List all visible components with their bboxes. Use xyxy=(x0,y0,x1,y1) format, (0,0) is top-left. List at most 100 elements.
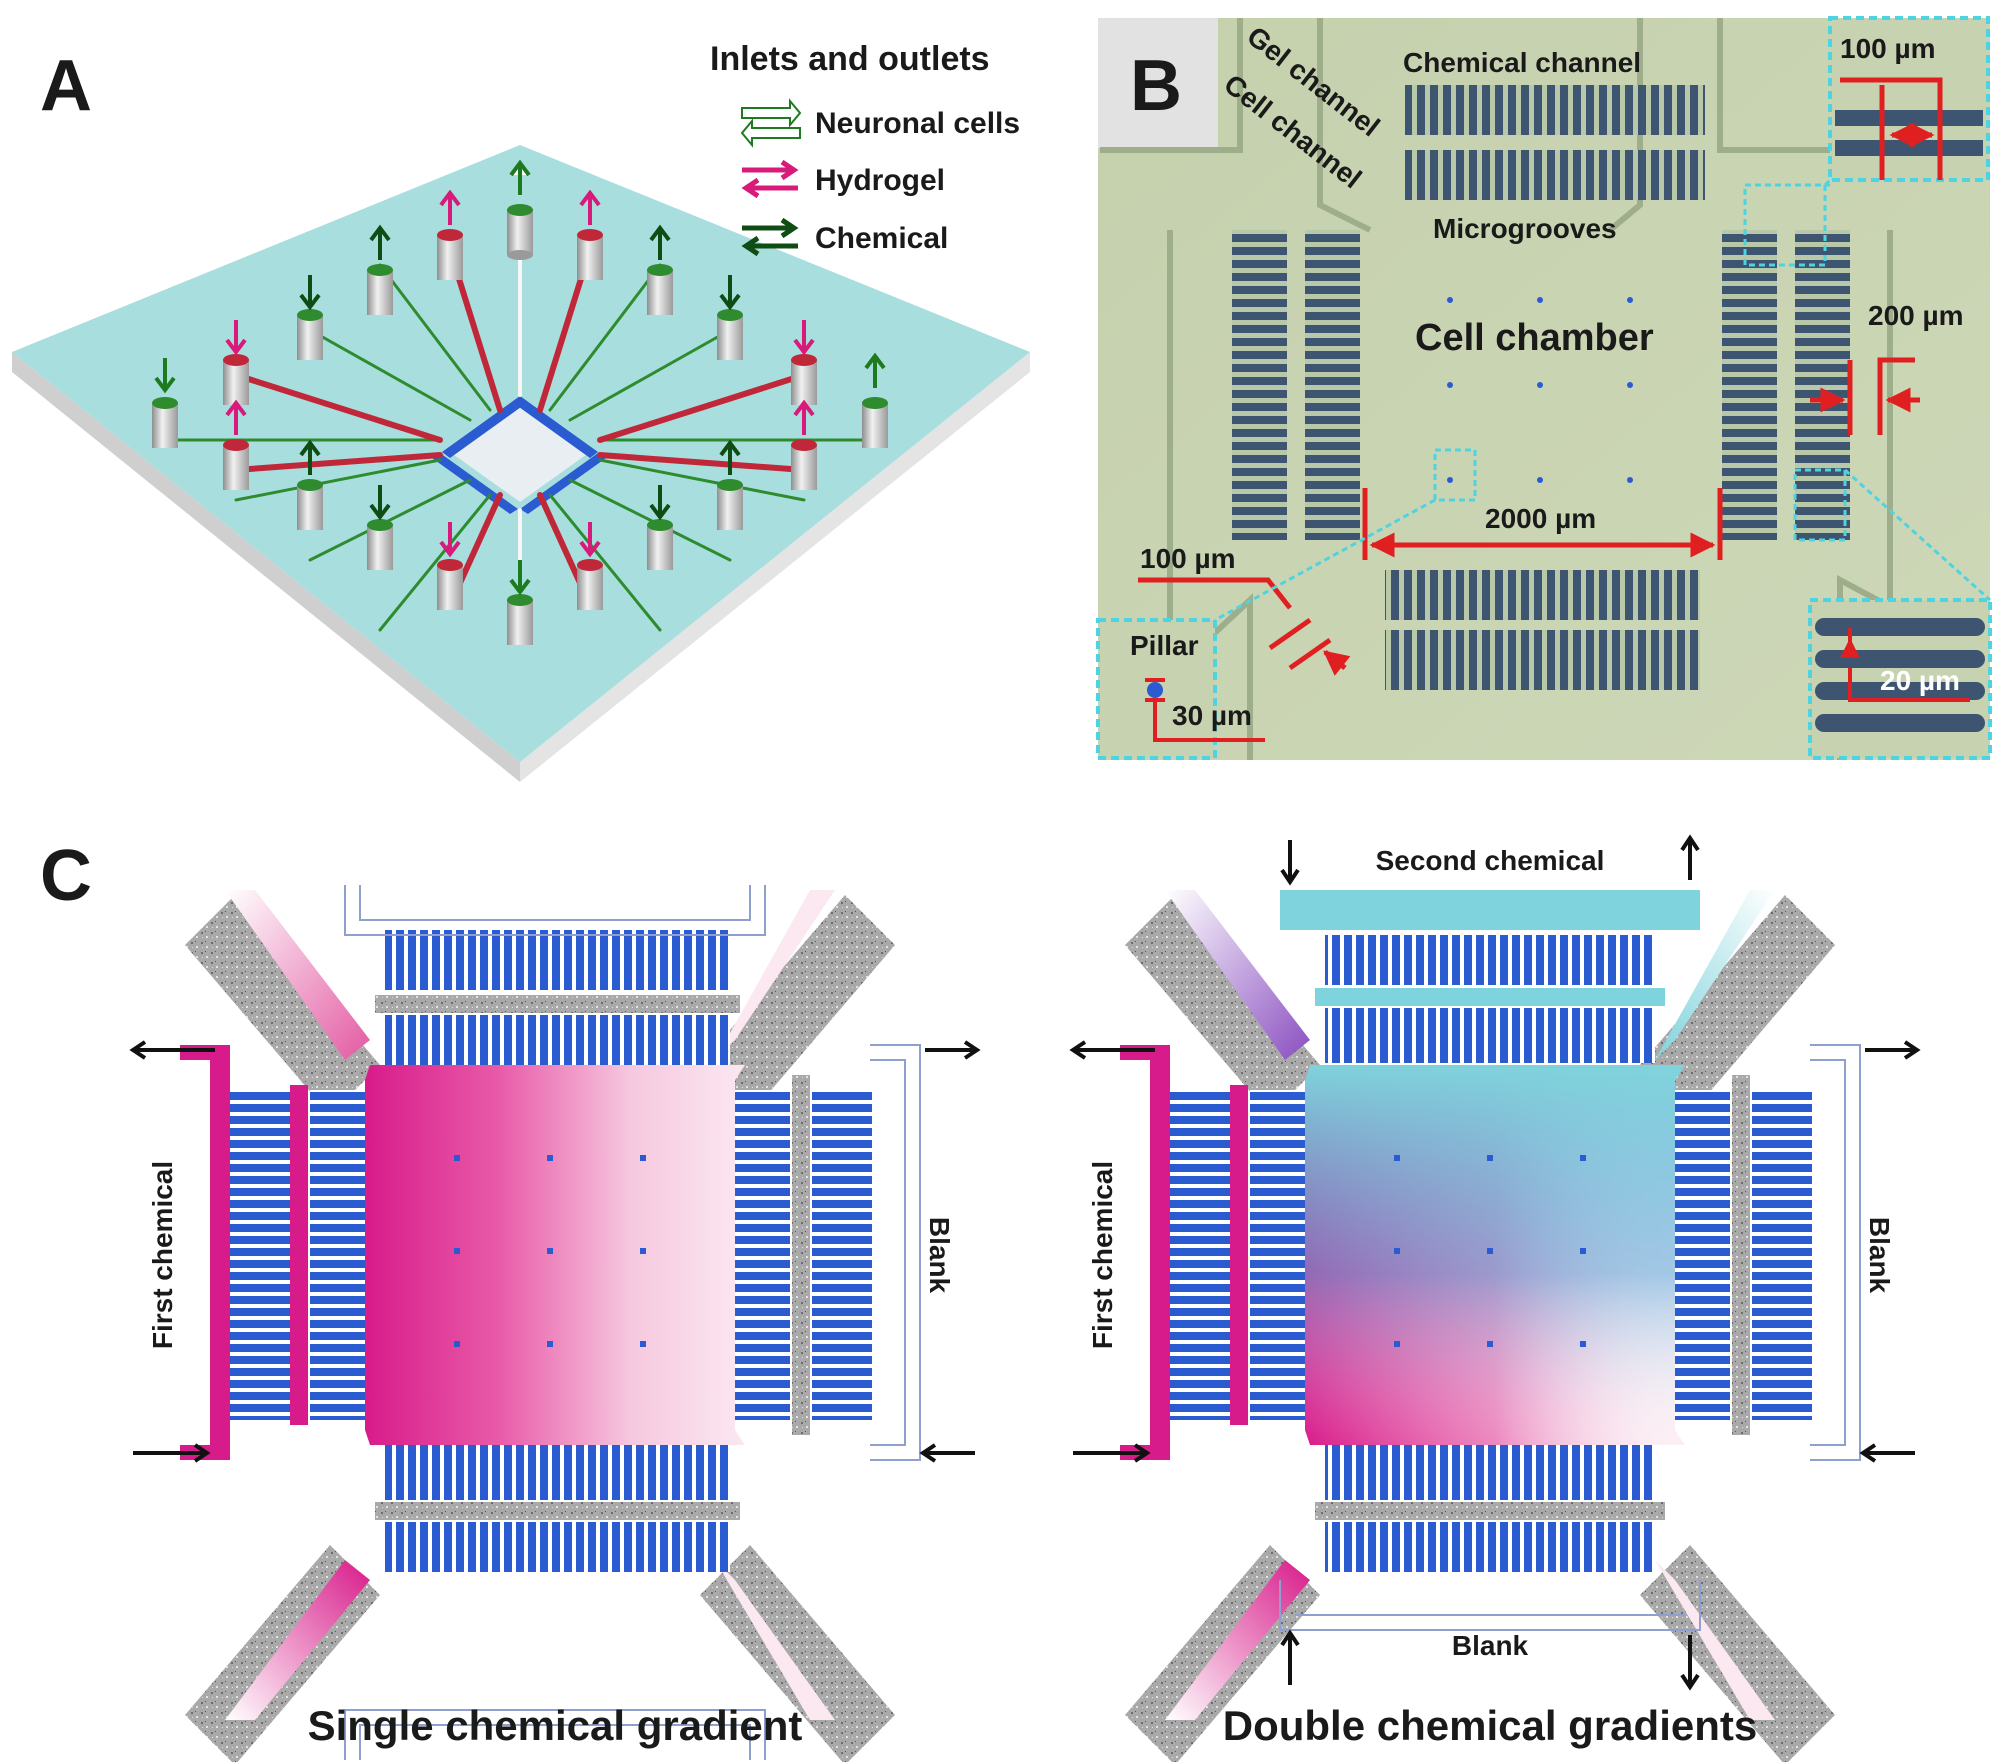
double-gradient-caption: Double chemical gradients xyxy=(1223,1702,1757,1749)
arrow-left-icon xyxy=(129,1040,215,1060)
double-blank-bottom-label: Blank xyxy=(1452,1630,1529,1661)
speckle-band-bottom-double xyxy=(1315,1502,1665,1520)
grooves-top-2 xyxy=(385,1015,730,1065)
arrow-left-icon xyxy=(1859,1443,1915,1463)
cell-chamber-label: Cell chamber xyxy=(1415,317,1654,359)
grooves-bottom-1 xyxy=(385,1440,730,1500)
panel-b: B Gel channel Cell channel xyxy=(1096,16,1992,760)
diagonal-channels-right xyxy=(1125,890,1835,1762)
gradient-chamber xyxy=(365,1065,745,1445)
arrow-down-icon xyxy=(649,485,671,521)
speckle-band-bottom xyxy=(375,1502,740,1520)
grooves-bottom-1-double xyxy=(1325,1440,1655,1500)
arrow-up-icon xyxy=(1280,1629,1300,1685)
reservoir-hydrogel-3 xyxy=(223,354,249,405)
legend-title: Inlets and outlets xyxy=(710,40,990,78)
microgrooves-bottom-2 xyxy=(1385,630,1700,690)
panel-b-letter-box xyxy=(1098,18,1218,148)
single-gradient-caption: Single chemical gradient xyxy=(308,1702,803,1749)
double-first-chemical-label: First chemical xyxy=(1087,1161,1118,1349)
reservoir-chemical-8 xyxy=(647,519,673,570)
reservoir-hydrogel-7 xyxy=(437,559,463,610)
reservoir-chemical-1 xyxy=(367,264,393,315)
inset-bottom-left: Pillar 30 µm xyxy=(1096,448,1477,760)
arrow-up-icon xyxy=(369,224,391,260)
speckle-strip-right xyxy=(792,1075,810,1435)
arrow-up-icon xyxy=(864,352,886,388)
hydrogel-strip-left xyxy=(290,1085,308,1425)
inset-groove-width-label: 20 µm xyxy=(1880,665,1960,696)
reservoir-chemical-4 xyxy=(717,309,743,360)
substrate-side-right xyxy=(520,352,1030,782)
arrow-down-icon xyxy=(299,275,321,311)
hydrogel-strip-left-double xyxy=(1230,1085,1248,1425)
chamber-pillars xyxy=(454,1155,646,1347)
hydrogel-arrow-icon xyxy=(741,159,799,199)
panel-a-legend: Inlets and outlets Neuronal cells Hydrog… xyxy=(710,40,1020,257)
bottom-left-dimension xyxy=(1138,577,1351,676)
top-channel-outline xyxy=(344,885,766,936)
grooves-left-2-double xyxy=(1250,1090,1305,1420)
panel-c: C xyxy=(40,834,1921,1762)
arrow-down-icon xyxy=(793,320,815,356)
arrow-down-icon xyxy=(439,522,461,558)
reservoir-chemical-2 xyxy=(647,264,673,315)
grooves-left-1-double xyxy=(1170,1090,1230,1420)
panel-a-letter: A xyxy=(40,46,92,126)
neuronal-arrow-icon xyxy=(740,98,802,148)
arrow-down-icon xyxy=(369,485,391,521)
grooves-left-1 xyxy=(230,1090,290,1420)
arrow-down-icon xyxy=(579,522,601,558)
right-spacing-dimension xyxy=(1810,357,1920,435)
arrow-down-icon xyxy=(1280,840,1300,886)
grooves-right-2 xyxy=(812,1090,872,1420)
arrow-down-icon xyxy=(154,358,176,394)
grooves-right-2-double xyxy=(1752,1090,1812,1420)
first-chemical-channel-double xyxy=(1120,1045,1170,1460)
microgrooves-top-2 xyxy=(1405,150,1705,200)
arrow-up-icon xyxy=(579,189,601,225)
reservoir-chemical-5 xyxy=(297,479,323,530)
arrow-left-icon xyxy=(1069,1040,1155,1060)
arrow-up-icon xyxy=(509,159,531,195)
inset-top-right-label: 100 µm xyxy=(1840,33,1936,64)
single-first-chemical-label: First chemical xyxy=(147,1161,178,1349)
grooves-right-1 xyxy=(735,1090,790,1420)
inset-top-right: 100 µm xyxy=(1743,16,1990,267)
inset-bottom-right: 20 µm xyxy=(1793,468,1992,760)
arrow-right-icon xyxy=(1865,1040,1921,1060)
speckle-band-top xyxy=(375,995,740,1013)
bottom-left-spacing-label: 100 µm xyxy=(1140,543,1236,574)
pillar-array xyxy=(1447,297,1633,483)
chemical-channel-label: Chemical channel xyxy=(1403,47,1641,78)
grooves-left-2 xyxy=(310,1090,365,1420)
speckle-strip-right-double xyxy=(1732,1075,1750,1435)
panel-b-letter: B xyxy=(1130,46,1182,126)
arrow-down-icon xyxy=(719,275,741,311)
microgrooves-left-1 xyxy=(1232,230,1287,540)
reservoir-chemical-3 xyxy=(297,309,323,360)
substrate-side-left xyxy=(12,352,520,782)
blank-channel-bottom xyxy=(1279,1580,1701,1631)
blank-channel-right xyxy=(870,1044,921,1461)
arrow-right-icon xyxy=(133,1443,211,1463)
second-chemical-channel xyxy=(1280,890,1700,930)
arrow-up-icon xyxy=(793,399,815,435)
single-gradient-diagram: First chemical Blank Single chemical gra… xyxy=(129,885,981,1762)
chamber-pillars-double xyxy=(1394,1155,1586,1347)
panel-a: A xyxy=(12,40,1030,782)
right-spacing-label: 200 µm xyxy=(1868,300,1964,331)
second-chemical-label: Second chemical xyxy=(1376,845,1605,876)
microgrooves-bottom-1 xyxy=(1385,570,1700,620)
reservoir-chemical-7 xyxy=(367,519,393,570)
grooves-top-1 xyxy=(385,930,730,990)
bottom-channel-outline xyxy=(344,1709,766,1760)
reservoir-neuronal-top xyxy=(507,204,533,260)
microgrooves-right-2 xyxy=(1795,230,1850,540)
arrow-up-icon xyxy=(649,224,671,260)
single-blank-label: Blank xyxy=(924,1217,955,1294)
reservoir-neuronal-bottom xyxy=(507,594,533,645)
grooves-bottom-2-double xyxy=(1325,1522,1655,1572)
grooves-top-2-double xyxy=(1325,1008,1655,1063)
arrow-left-icon xyxy=(919,1443,975,1463)
